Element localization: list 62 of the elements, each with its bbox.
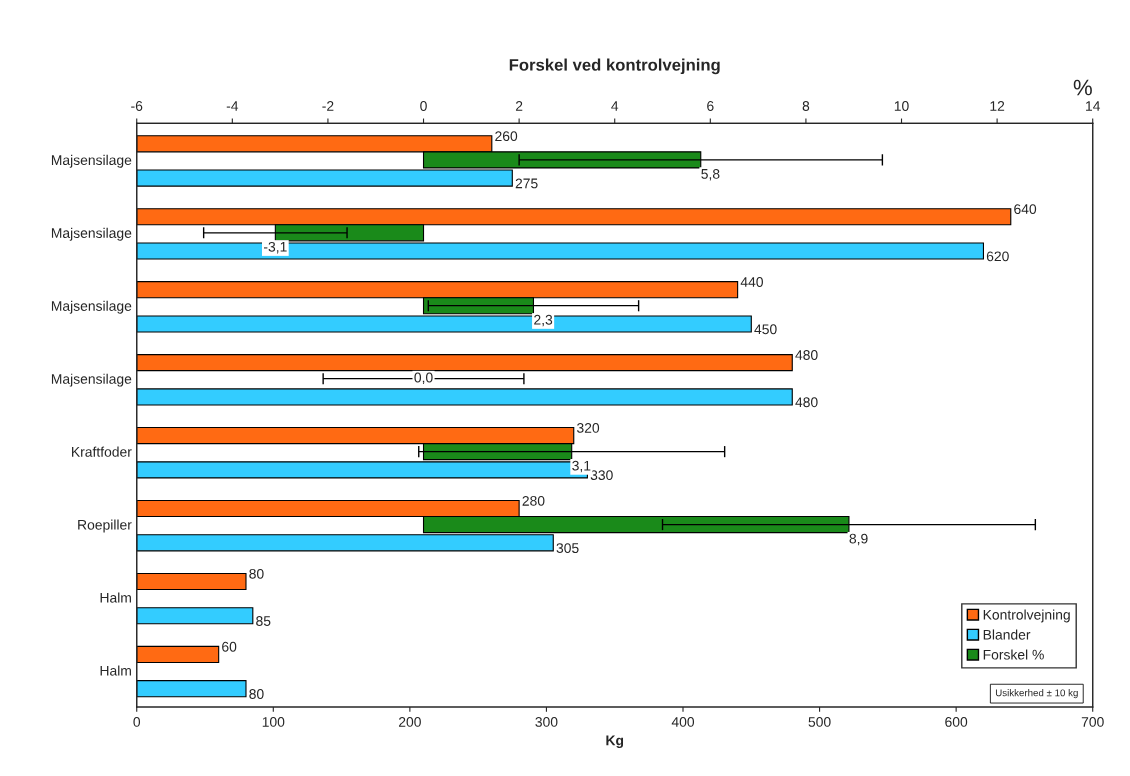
data-label: 480 (795, 397, 818, 408)
data-label: 5,8 (701, 168, 720, 181)
annotation: Usikkerhed ± 10 kg (995, 689, 1078, 699)
x2-tick-label: 6 (707, 101, 714, 111)
x-tick-label: 400 (671, 717, 695, 727)
bar (136, 388, 793, 406)
data-label: 60 (222, 641, 237, 652)
bar (136, 645, 220, 663)
chart-title: Forskel ved kontrolvejning (509, 58, 720, 75)
x-tick-label: 600 (945, 717, 968, 727)
legend-label: Forskel % (983, 649, 1044, 660)
x-axis-title: Kg (606, 735, 624, 749)
legend-label: Blander (983, 629, 1031, 640)
x2-tick-label: 12 (990, 101, 1005, 111)
data-label: 450 (754, 324, 777, 335)
data-label: 640 (1014, 204, 1037, 215)
x-tick-label: 200 (398, 717, 421, 727)
bar (136, 354, 793, 372)
data-label: 620 (986, 251, 1009, 262)
data-label: 2,3 (534, 314, 553, 327)
data-label: 8,9 (849, 533, 868, 546)
data-label: 320 (577, 423, 600, 433)
data-label: 440 (740, 277, 763, 287)
y-tick-label: Majsensilage (51, 300, 132, 314)
legend-label: Kontrolvejning (983, 609, 1070, 623)
y-tick-label: Roepiller (78, 519, 132, 533)
data-label: -3,1 (264, 241, 287, 254)
x-tick-label: 300 (535, 717, 558, 727)
x2-tick-label: 14 (1086, 101, 1101, 111)
x-tick-label: 100 (262, 717, 285, 727)
x-tick-label: 700 (1081, 717, 1104, 727)
data-label: 330 (590, 470, 613, 481)
bar (136, 680, 247, 698)
data-label: 3,1 (572, 460, 591, 473)
data-label: 305 (556, 543, 579, 554)
data-label: 80 (249, 689, 264, 699)
x-tick-label: 500 (808, 717, 831, 727)
data-label: 0,0 (414, 372, 433, 385)
bar (136, 572, 247, 591)
data-label: 280 (522, 495, 545, 506)
x2-tick-label: 2 (515, 101, 523, 111)
x2-tick-label: -6 (131, 101, 143, 111)
y-tick-label: Majsensilage (51, 154, 132, 168)
x2-tick-label: 0 (420, 101, 427, 111)
data-label: 260 (495, 131, 518, 142)
x-tick-label: 0 (133, 717, 141, 727)
y-tick-label: Majsensilage (51, 373, 132, 387)
bar (136, 607, 254, 625)
y-tick-label: Halm (100, 665, 131, 676)
y-tick-label: Halm (100, 592, 131, 603)
x2-axis-title: % (1073, 79, 1092, 96)
x2-tick-label: -4 (226, 101, 239, 111)
x2-tick-label: 10 (894, 101, 909, 111)
x2-tick-label: 8 (802, 101, 810, 111)
data-label: 275 (515, 178, 538, 189)
y-tick-label: Kraftfoder (72, 446, 132, 457)
data-label: 80 (249, 568, 264, 579)
data-label: 85 (256, 616, 271, 626)
x2-tick-label: -2 (322, 101, 334, 111)
x2-tick-label: 4 (611, 101, 619, 111)
y-tick-label: Majsensilage (51, 227, 132, 241)
data-label: 480 (795, 350, 818, 360)
